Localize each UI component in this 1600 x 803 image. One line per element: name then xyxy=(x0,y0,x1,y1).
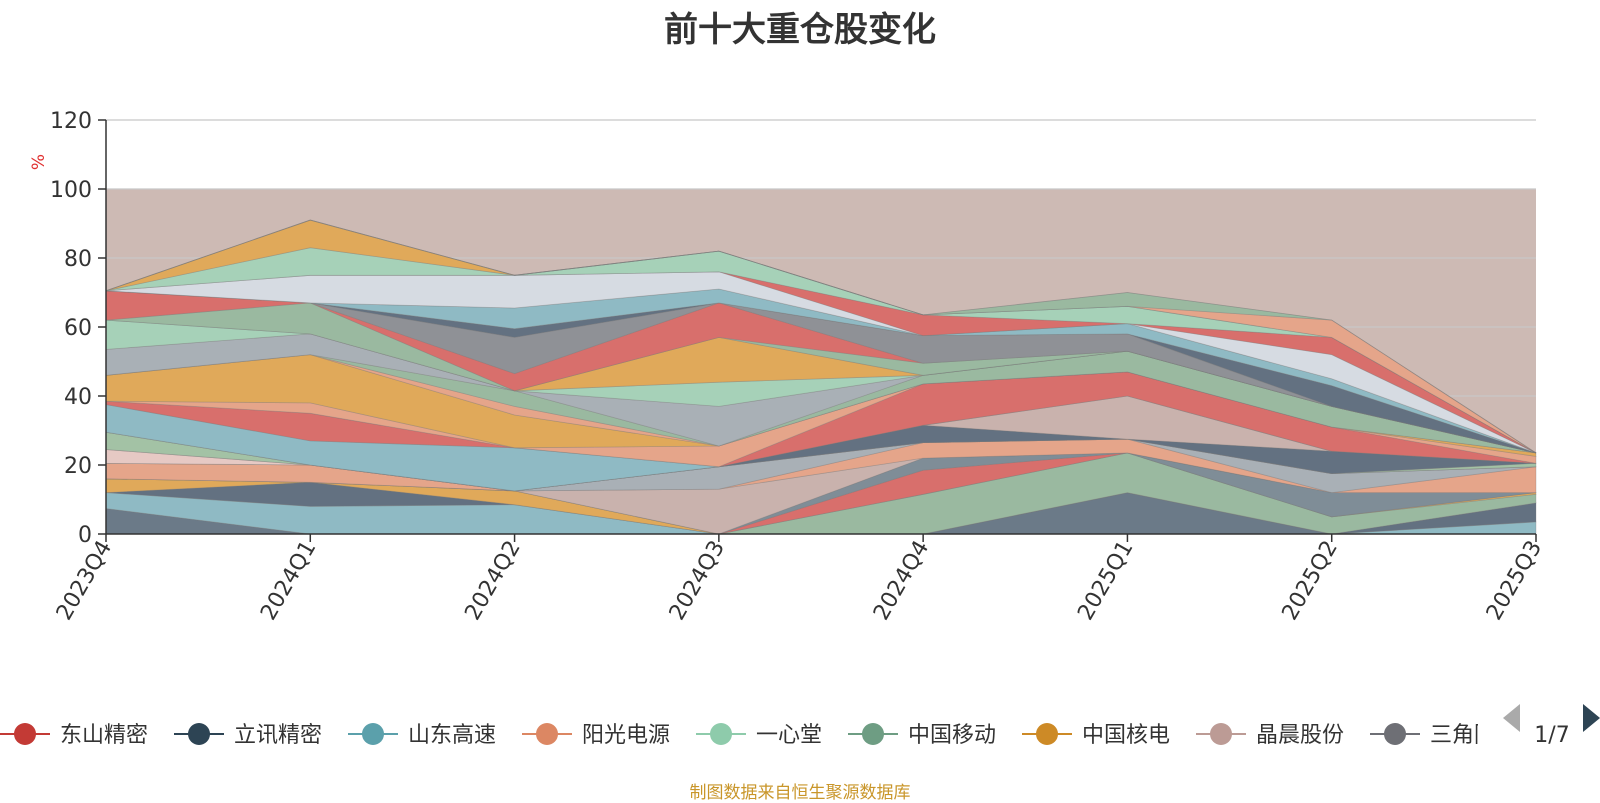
area-series-35[interactable] xyxy=(105,219,1537,454)
x-tick-label: 2025Q2 xyxy=(1278,537,1343,625)
legend-circle-marker xyxy=(710,723,732,745)
y-tick-label: 0 xyxy=(78,523,92,548)
legend-prev-page-icon[interactable] xyxy=(1503,704,1520,732)
legend-label: 东山精密 xyxy=(60,723,148,748)
legend-label: 立讯精密 xyxy=(234,723,322,748)
legend-label: 晶晨股份 xyxy=(1256,723,1344,748)
y-tick-label: 20 xyxy=(64,454,92,479)
legend-item[interactable]: 阳光电源 xyxy=(522,723,670,748)
legend-circle-marker xyxy=(1036,723,1058,745)
legend-circle-marker xyxy=(536,723,558,745)
legend-item[interactable]: 晶晨股份 xyxy=(1196,723,1344,748)
x-tick-label: 2024Q2 xyxy=(460,537,525,625)
x-tick-label: 2025Q3 xyxy=(1482,537,1547,625)
legend-label: 一心堂 xyxy=(756,723,822,748)
legend-item[interactable]: 三角防务 xyxy=(1370,723,1518,748)
legend-item[interactable]: 中国移动 xyxy=(848,723,996,748)
legend-label: 中国核电 xyxy=(1082,723,1170,748)
x-tick-label: 2025Q1 xyxy=(1073,537,1138,625)
legend-item[interactable]: 山东高速 xyxy=(348,723,496,748)
legend-item[interactable]: 中国核电 xyxy=(1022,723,1170,748)
legend-circle-marker xyxy=(1210,723,1232,745)
y-tick-label: 120 xyxy=(50,109,92,134)
legend-circle-marker xyxy=(188,723,210,745)
legend-label: 阳光电源 xyxy=(582,723,670,748)
chart-title: 前十大重仓股变化 xyxy=(664,10,936,50)
area-series-4[interactable] xyxy=(105,452,1537,535)
legend-label: 中国移动 xyxy=(908,723,996,748)
x-tick-label: 2023Q4 xyxy=(52,537,117,625)
legend-item[interactable]: 东山精密 xyxy=(0,723,148,748)
legend-circle-marker xyxy=(362,723,384,745)
legend-circle-marker xyxy=(862,723,884,745)
x-tick-label: 2024Q3 xyxy=(665,537,730,625)
y-tick-label: 80 xyxy=(64,247,92,272)
y-axis-unit-label: % xyxy=(29,154,49,170)
legend-item[interactable]: 一心堂 xyxy=(696,723,822,748)
y-tick-label: 60 xyxy=(64,316,92,341)
legend-next-page-icon[interactable] xyxy=(1583,704,1600,732)
legend-page-indicator: 1/7 xyxy=(1534,723,1569,748)
legend-pager: 1/7 xyxy=(1503,704,1600,748)
legend-circle-marker xyxy=(1384,723,1406,745)
legend-label: 三角防务 xyxy=(1430,723,1518,748)
legend-label: 山东高速 xyxy=(408,723,496,748)
x-tick-label: 2024Q1 xyxy=(256,537,321,625)
legend-item[interactable]: 立讯精密 xyxy=(174,723,322,748)
source-note: 制图数据来自恒生聚源数据库 xyxy=(689,783,911,803)
y-tick-label: 100 xyxy=(50,178,92,203)
y-tick-label: 40 xyxy=(64,385,92,410)
x-tick-label: 2024Q4 xyxy=(869,537,934,625)
legend-circle-marker xyxy=(14,723,36,745)
